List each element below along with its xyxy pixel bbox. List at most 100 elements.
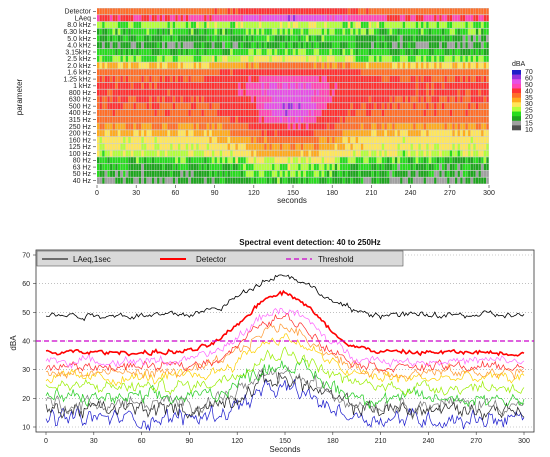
- heatmap-cell: [117, 35, 121, 42]
- heatmap-cell: [376, 28, 379, 35]
- heatmap-cell: [384, 150, 387, 157]
- heatmap-cell: [449, 130, 453, 137]
- heatmap-cell: [397, 109, 400, 116]
- heatmap-cell: [211, 177, 215, 184]
- heatmap-cell: [110, 21, 113, 28]
- heatmap-cell: [441, 15, 445, 22]
- heatmap-cell: [261, 130, 264, 137]
- heatmap-cell: [340, 150, 343, 157]
- heatmap-cell: [279, 62, 283, 69]
- heatmap-cell: [102, 116, 105, 123]
- heatmap-cell: [117, 123, 121, 130]
- heatmap-cell: [196, 136, 199, 144]
- heatmap-cell: [426, 143, 429, 150]
- heatmap-cell: [243, 69, 246, 76]
- heatmap-cell: [240, 123, 243, 130]
- heatmap-cell: [272, 89, 275, 96]
- heatmap-cell: [394, 130, 398, 137]
- heatmap-cell: [251, 123, 254, 130]
- heatmap-cell: [421, 130, 424, 137]
- heatmap-cell: [198, 116, 202, 123]
- heatmap-cell: [110, 170, 113, 177]
- heatmap-cell: [360, 136, 364, 144]
- heatmap-cell: [167, 62, 170, 69]
- heatmap-cell: [481, 21, 484, 28]
- heatmap-cell: [157, 136, 160, 144]
- heatmap-cell: [240, 62, 243, 69]
- heatmap-cell: [232, 69, 236, 76]
- heatmap-cell: [274, 123, 277, 130]
- heatmap-cell: [136, 8, 139, 15]
- heatmap-cell: [227, 48, 230, 56]
- heatmap-cell: [175, 55, 178, 62]
- heatmap-cell: [191, 15, 194, 22]
- heatmap-cell: [243, 157, 246, 164]
- heatmap-cell: [439, 123, 442, 130]
- heatmap-cell: [259, 123, 262, 130]
- heatmap-cell: [381, 82, 385, 89]
- heatmap-cell: [293, 69, 296, 76]
- heatmap-cell: [316, 109, 319, 116]
- heatmap-cell: [130, 48, 134, 56]
- heatmap-cell: [329, 164, 332, 171]
- heatmap-cell: [217, 82, 220, 89]
- heatmap-cell: [272, 82, 275, 89]
- heatmap-cell: [311, 35, 314, 42]
- heatmap-cell: [120, 35, 123, 42]
- heatmap-cell: [400, 62, 403, 69]
- heatmap-cell: [133, 109, 136, 116]
- heatmap-cell: [272, 109, 275, 116]
- heatmap-cell: [117, 55, 121, 62]
- heatmap-cell: [324, 21, 327, 28]
- heatmap-cell: [149, 82, 152, 89]
- heatmap-cell: [222, 8, 225, 15]
- heatmap-cell: [125, 150, 129, 157]
- heatmap-cell: [272, 69, 275, 76]
- heatmap-cell: [201, 35, 204, 42]
- heatmap-cell: [457, 8, 460, 15]
- heatmap-cell: [123, 55, 126, 62]
- heatmap-cell: [306, 143, 309, 150]
- heatmap-cell: [374, 21, 377, 28]
- heatmap-cell: [392, 96, 395, 103]
- heatmap-cell: [434, 103, 437, 110]
- heatmap-cell: [332, 116, 335, 123]
- heatmap-cell: [183, 15, 186, 22]
- heatmap-cell: [146, 143, 149, 150]
- heatmap-cell: [188, 116, 191, 123]
- heatmap-cell: [230, 28, 233, 35]
- heatmap-cell: [452, 21, 455, 28]
- heatmap-cell: [245, 55, 249, 62]
- heatmap-cell: [321, 42, 325, 49]
- heatmap-cell: [306, 109, 309, 116]
- heatmap-cell: [295, 123, 298, 130]
- heatmap-cell: [350, 157, 353, 164]
- heatmap-cell: [387, 62, 390, 69]
- heatmap-cell: [104, 177, 108, 184]
- heatmap-cell: [371, 82, 374, 89]
- heatmap-cell: [306, 116, 309, 123]
- heatmap-cell: [144, 48, 147, 56]
- heatmap-cell: [355, 116, 358, 123]
- heatmap-cell: [117, 82, 121, 89]
- heatmap-cell: [316, 42, 319, 49]
- heatmap-cell: [298, 143, 301, 150]
- heatmap-cell: [475, 143, 479, 150]
- heatmap-cell: [159, 130, 162, 137]
- heatmap-cell: [274, 62, 277, 69]
- heatmap-cell: [287, 96, 291, 103]
- heatmap-cell: [384, 35, 387, 42]
- heatmap-cell: [274, 15, 277, 22]
- heatmap-cell: [449, 82, 453, 89]
- heatmap-cell: [363, 116, 366, 123]
- heatmap-cell: [334, 82, 338, 89]
- heatmap-cell: [196, 42, 199, 49]
- heatmap-cell: [144, 42, 147, 49]
- heatmap-cell: [316, 116, 319, 123]
- heatmap-cell: [303, 69, 306, 76]
- heatmap-cell: [138, 150, 142, 157]
- heatmap-cell: [426, 123, 429, 130]
- heatmap-cell: [235, 177, 238, 184]
- heatmap-cell: [293, 136, 296, 144]
- heatmap-cell: [266, 164, 270, 171]
